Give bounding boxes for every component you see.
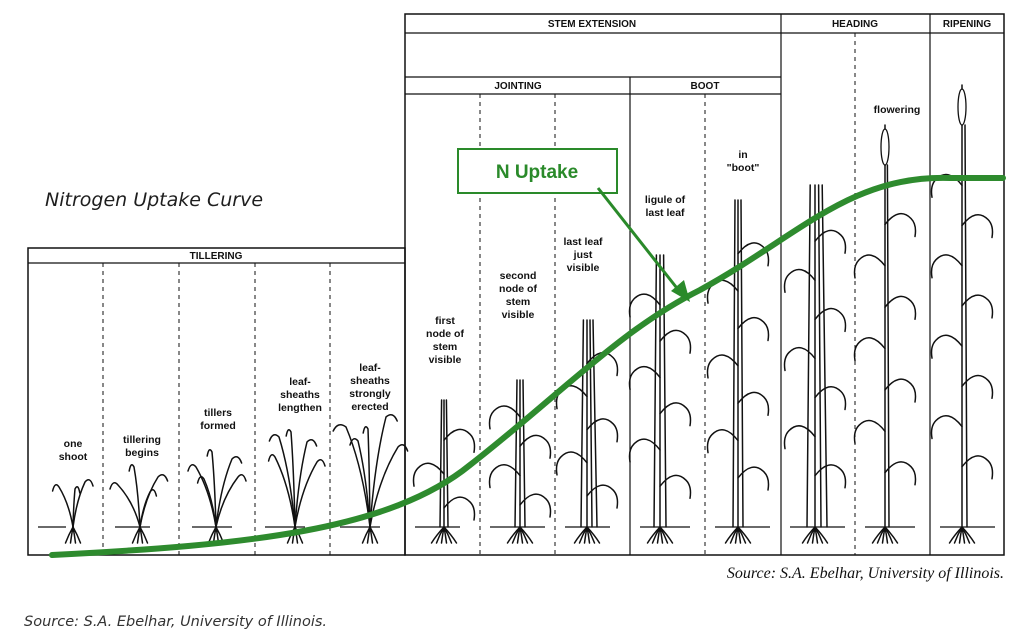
plant-drawing	[412, 399, 476, 544]
stage-label-boot: BOOT	[691, 81, 720, 92]
growth-stage-label: leaf-sheaths strongly erected	[349, 362, 391, 413]
stage-label-heading: HEADING	[832, 19, 878, 30]
plant-drawing	[488, 379, 552, 544]
plant-drawing	[853, 124, 917, 544]
growth-stage-label: first node of stem visible	[426, 315, 464, 366]
stage-label-jointing: JOINTING	[494, 81, 541, 92]
growth-stage-label: tillering begins	[123, 434, 161, 459]
stage-label-stem-extension: STEM EXTENSION	[548, 19, 636, 30]
nitrogen-uptake-curve	[49, 174, 1006, 558]
growth-stage-label: leaf-sheaths lengthen	[278, 376, 322, 414]
plant-drawing	[187, 449, 247, 544]
source-outer: Source: S.A. Ebelhar, University of Illi…	[24, 614, 327, 630]
callout-label: N Uptake	[496, 162, 578, 183]
plant-drawing	[930, 84, 994, 544]
callout-box	[457, 148, 618, 194]
plant-drawing	[628, 254, 692, 544]
growth-stage-label: ligule of last leaf	[645, 194, 686, 219]
plant-drawing	[332, 414, 409, 544]
growth-stage-label: last leaf just visible	[563, 236, 603, 274]
plant-drawing	[267, 429, 326, 544]
source-inner: Source: S.A. Ebelhar, University of Illi…	[727, 565, 1004, 582]
stage-frame	[27, 13, 1005, 556]
growth-stage-label: in "boot"	[727, 149, 760, 174]
growth-stage-label: flowering	[874, 104, 921, 116]
stage-label-ripening: RIPENING	[943, 19, 992, 30]
stage-label-tillering: TILLERING	[190, 251, 243, 262]
upper-stages-box	[404, 13, 1005, 556]
plant-drawing	[109, 464, 169, 544]
callout-arrow-head	[671, 280, 690, 302]
plant-drawing	[51, 479, 94, 544]
growth-stage-label: tillers formed	[200, 407, 236, 432]
growth-stage-label: second node of stem visible	[499, 270, 537, 321]
callout-arrow-shaft	[596, 187, 682, 293]
tillering-box	[27, 247, 406, 556]
plant-drawing	[555, 319, 619, 544]
growth-stage-label: one shoot	[59, 438, 88, 463]
n-uptake-callout: N Uptake	[457, 148, 690, 302]
plant-drawing	[706, 199, 770, 544]
diagram-title: Nitrogen Uptake Curve	[45, 189, 263, 211]
plant-drawing	[783, 184, 847, 544]
growth-stage-labels: one shoot tillering begins tillers formed leaf…	[59, 104, 921, 463]
